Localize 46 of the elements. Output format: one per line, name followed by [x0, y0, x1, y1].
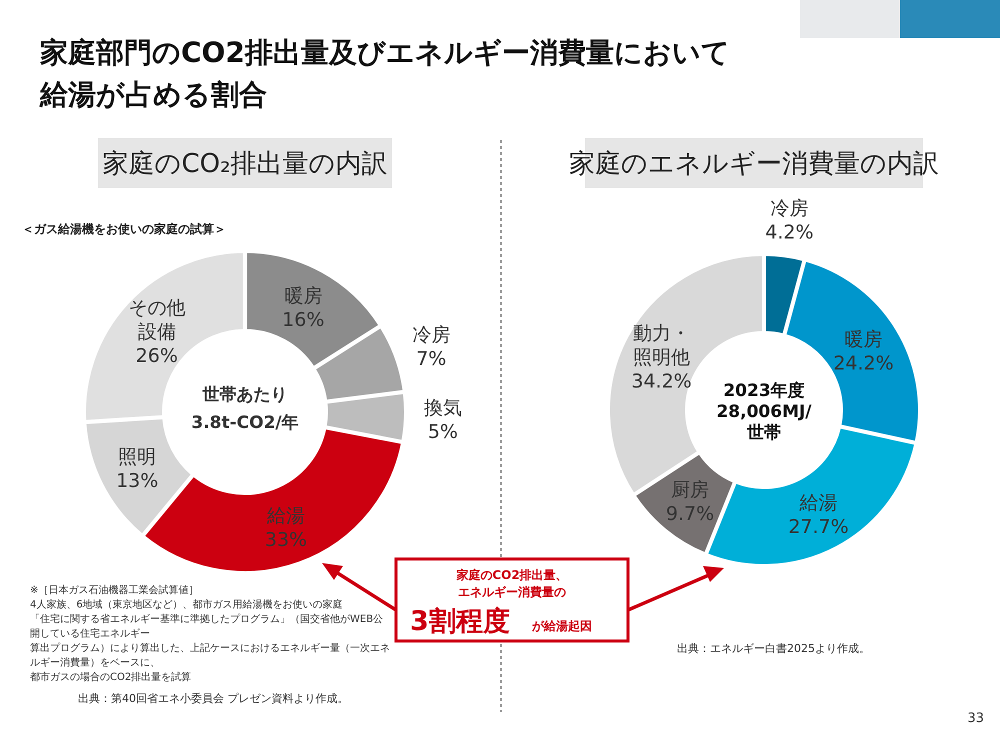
text: ※［日本ガス石油機器工業会試算値］	[30, 584, 198, 596]
data-label: 9.7%	[666, 503, 714, 525]
slice-label: 冷房	[412, 324, 450, 346]
chart-title: 家庭のCO₂排出量の内訳	[102, 149, 388, 179]
text: 家庭部門のCO2排出量及びエネルギー消費量において	[39, 36, 730, 69]
data-label: 27.7%	[788, 516, 849, 538]
text: 都市ガスの場合のCO2排出量を試算	[30, 671, 192, 683]
text: が給湯起因	[531, 619, 592, 633]
slice-label: その他設備	[128, 297, 186, 344]
slice-label: 照明	[118, 446, 156, 468]
chart-title: 家庭のエネルギー消費量の内訳	[569, 149, 939, 179]
text: 28,006MJ/	[716, 402, 812, 422]
text: 算出プログラム）により算出した、上記ケースにおけるエネルギー量（一次エネ	[30, 642, 390, 654]
slice-label: 動力・照明他	[633, 322, 690, 369]
slice-label: 厨房	[671, 479, 710, 501]
text: 2023年度	[723, 381, 805, 401]
slice-label: 冷房	[770, 198, 808, 220]
text: 給湯が占める割合	[39, 78, 267, 111]
data-label: 33%	[264, 528, 308, 551]
text: 「住宅に関する省エネルギー基準に準拠したプログラム」（国交省他がWEB公	[30, 613, 384, 625]
source-note: 出典：第40回省エネ小委員会 プレゼン資料より作成。	[78, 692, 348, 705]
data-label: 7%	[416, 348, 446, 370]
source-note: 出典：エネルギー白書2025より作成。	[677, 642, 870, 655]
slice-label: 暖房	[844, 328, 883, 350]
text: 家庭のCO2排出量、	[455, 568, 568, 582]
data-label: 24.2%	[833, 352, 894, 374]
text: 世帯	[746, 423, 781, 443]
text: 開している住宅エネルギー	[30, 628, 150, 640]
text: ルギー消費量）をベースに、	[30, 656, 160, 668]
text: 4人家族、6地域（東京地区など）、都市ガス用給湯機をお使いの家庭	[30, 598, 343, 610]
text: エネルギー消費量の	[458, 585, 566, 599]
data-label: 4.2%	[765, 222, 814, 244]
text: 世帯あたり	[202, 385, 288, 405]
chart-subtitle: ＜ガス給湯機をお使いの家庭の試算＞	[22, 222, 226, 236]
slice-label: 給湯	[266, 504, 305, 527]
data-label: 5%	[428, 421, 458, 444]
data-label: 13%	[116, 470, 158, 492]
text: 33	[967, 711, 984, 726]
data-label: 16%	[282, 308, 324, 331]
text: 3.8t-CO2/年	[191, 413, 299, 433]
data-label: 34.2%	[631, 370, 692, 393]
slice-label: 換気	[424, 397, 462, 420]
data-label: 26%	[136, 345, 178, 368]
slice-label: 給湯	[798, 492, 838, 514]
text: 3割程度	[410, 606, 510, 637]
slice-label: 暖房	[284, 284, 322, 307]
